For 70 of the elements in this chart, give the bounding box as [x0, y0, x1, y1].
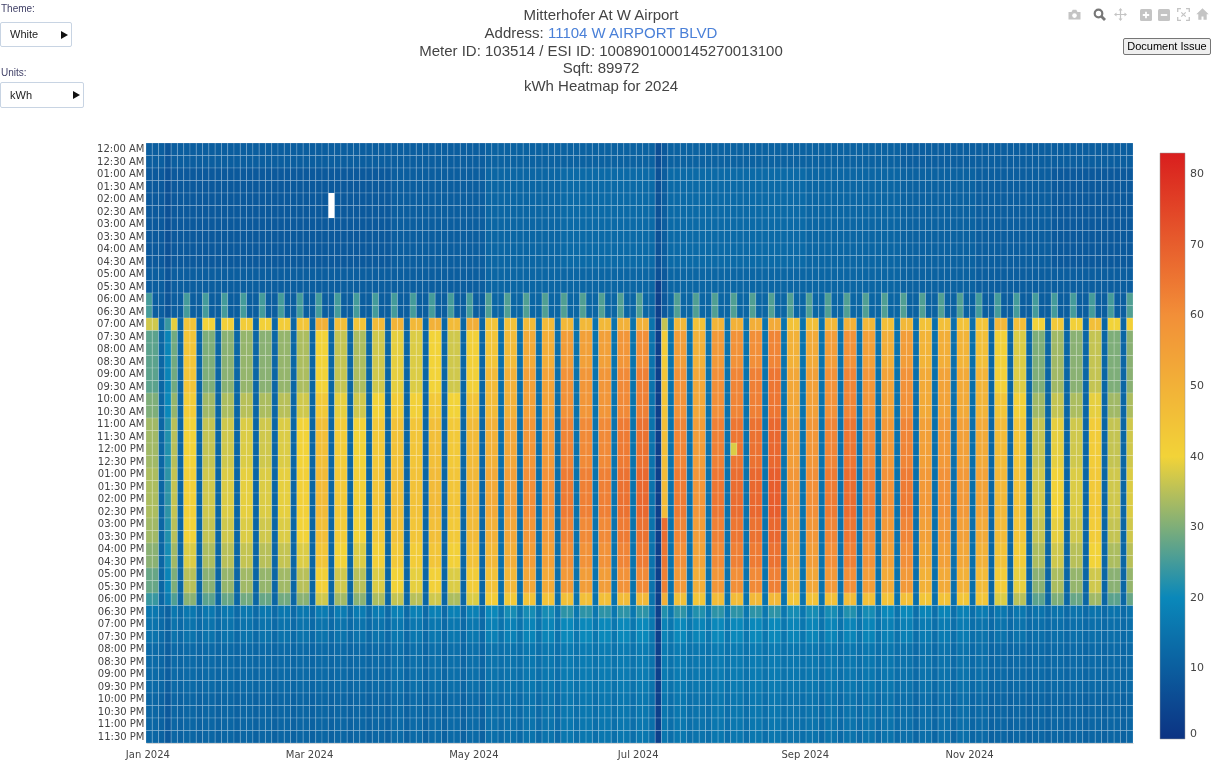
- y-tick-label: 02:30 PM: [97, 505, 145, 517]
- y-tick-label: 09:00 AM: [97, 368, 145, 380]
- y-tick-label: 07:00 AM: [97, 318, 145, 330]
- y-tick-label: 09:00 PM: [97, 668, 145, 680]
- color-bar-label: 60: [1190, 308, 1204, 322]
- y-tick-label: 02:30 AM: [97, 205, 145, 217]
- x-tick-label: Mar 2024: [285, 748, 334, 760]
- text: Units:: [1, 67, 27, 78]
- color-bar-label: 0: [1190, 727, 1197, 740]
- y-tick-label: 08:00 AM: [97, 343, 145, 355]
- y-tick-label: 03:00 AM: [97, 218, 145, 230]
- x-tick-label: Jul 2024: [616, 748, 659, 760]
- x-tick-label: Jan 2024: [124, 748, 170, 760]
- y-tick-label: 07:00 PM: [97, 618, 145, 630]
- y-tick-label: 05:30 AM: [97, 280, 145, 292]
- y-tick-label: 10:00 AM: [97, 393, 145, 405]
- y-tick-label: 10:30 PM: [97, 705, 145, 717]
- y-tick-label: 07:30 AM: [97, 330, 145, 342]
- color-bar-label: 40: [1190, 449, 1204, 463]
- y-tick-label: 10:30 AM: [97, 405, 145, 417]
- y-tick-label: 07:30 PM: [97, 630, 145, 642]
- color-bar-label: 80: [1190, 167, 1204, 181]
- color-bar-label: 20: [1190, 590, 1204, 604]
- y-tick-label: 11:00 AM: [97, 418, 145, 430]
- button: Document Issue: [1123, 38, 1211, 55]
- y-tick-label: 03:30 AM: [97, 230, 145, 242]
- chart-subtitle: Address: 11104 W AIRPORT BLVD Meter ID: 103514 / ESI ID: 1008901000145270013100 Sqft: 89972 kWh Heatmap for 2024: [419, 23, 783, 95]
- y-tick-label: 01:30 PM: [97, 480, 145, 492]
- y-tick-label: 06:30 AM: [97, 305, 145, 317]
- y-tick-label: 02:00 PM: [97, 493, 145, 505]
- y-tick-label: 02:00 AM: [97, 193, 145, 205]
- color-bar-label: 10: [1190, 661, 1204, 675]
- y-tick-label: 01:00 AM: [97, 168, 145, 180]
- y-tick-label: 01:00 PM: [97, 468, 145, 480]
- y-tick-label: 05:00 PM: [97, 568, 145, 580]
- y-tick-label: 12:30 AM: [97, 155, 145, 167]
- y-tick-label: 01:30 AM: [97, 180, 145, 192]
- y-tick-label: 04:00 PM: [97, 543, 145, 555]
- y-tick-label: 05:00 AM: [97, 268, 145, 280]
- y-tick-label: 08:30 AM: [97, 355, 145, 367]
- y-tick-label: 12:30 PM: [97, 455, 145, 467]
- text: Theme:: [1, 3, 35, 14]
- y-tick-label: 08:00 PM: [97, 643, 145, 655]
- y-tick-label: 05:30 PM: [97, 580, 145, 592]
- y-tick-label: 10:00 PM: [97, 693, 145, 705]
- y-tick-label: 06:00 AM: [97, 293, 145, 305]
- dropdown-field: White: [0, 22, 72, 47]
- y-tick-label: 11:30 AM: [97, 430, 145, 442]
- y-tick-label: 04:00 AM: [97, 243, 145, 255]
- y-tick-label: 11:00 PM: [97, 718, 145, 730]
- y-tick-label: 04:30 PM: [97, 555, 145, 567]
- y-tick-label: 06:30 PM: [97, 605, 145, 617]
- x-tick-label: May 2024: [449, 748, 499, 760]
- y-tick-label: 09:30 PM: [97, 680, 145, 692]
- y-tick-label: 11:30 PM: [97, 730, 145, 742]
- y-tick-label: 04:30 AM: [97, 255, 145, 267]
- color-bar-label: 30: [1190, 520, 1204, 534]
- x-tick-label: Nov 2024: [945, 748, 994, 760]
- dropdown-field: kWh: [0, 82, 84, 108]
- y-tick-label: 08:30 PM: [97, 655, 145, 667]
- color-bar-label: 70: [1190, 237, 1204, 251]
- y-tick-label: 12:00 PM: [97, 443, 145, 455]
- chart-title: Mitterhofer At W Airport: [523, 6, 679, 23]
- y-tick-label: 03:30 PM: [97, 530, 145, 542]
- color-bar-label: 50: [1190, 378, 1204, 392]
- y-tick-label: 12:00 AM: [97, 143, 145, 155]
- y-tick-label: 03:00 PM: [97, 518, 145, 530]
- x-tick-label: Sep 2024: [781, 748, 829, 760]
- y-tick-label: 09:30 AM: [97, 380, 145, 392]
- y-tick-label: 06:00 PM: [97, 593, 145, 605]
